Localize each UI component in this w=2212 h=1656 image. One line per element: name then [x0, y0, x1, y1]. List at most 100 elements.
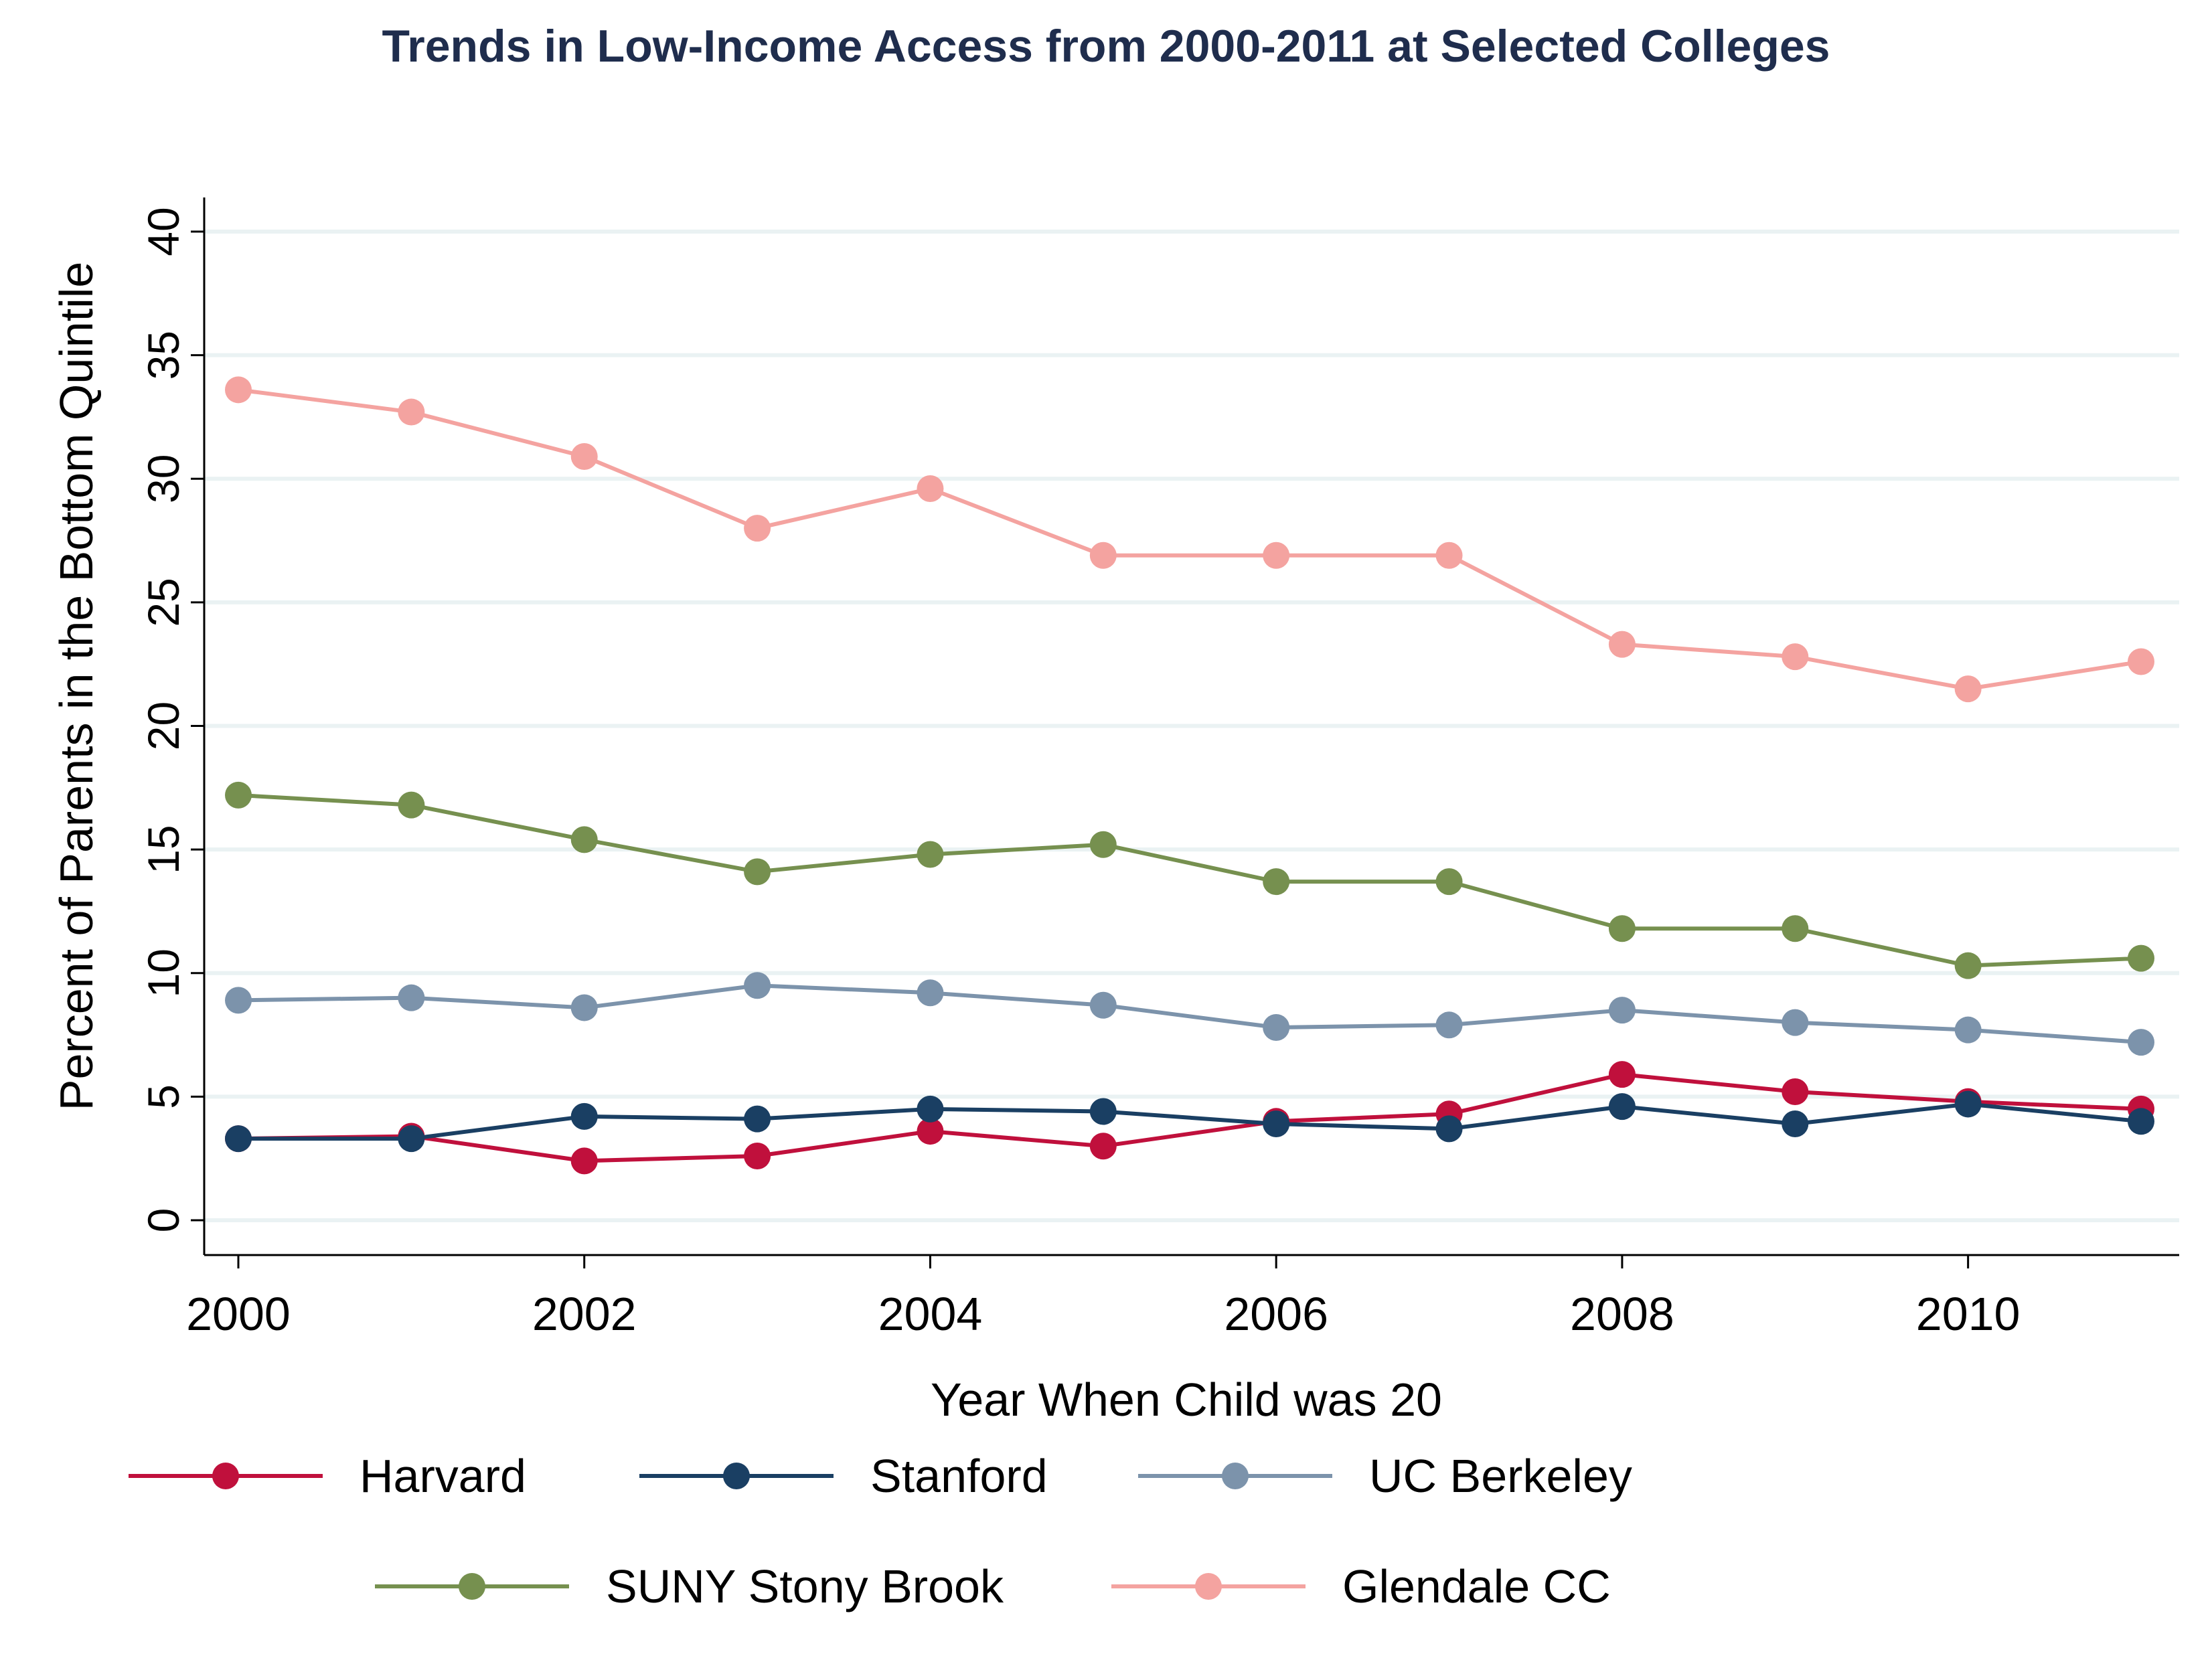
- series-line: [238, 1072, 2142, 1163]
- data-point: [917, 979, 944, 1007]
- x-tick-label: 2000: [186, 1288, 291, 1340]
- data-point: [1954, 1090, 1982, 1118]
- legend-item: SUNY Stony Brook: [375, 1560, 1004, 1612]
- data-point: [744, 515, 771, 542]
- data-point: [2128, 944, 2154, 972]
- x-tick-label: 2008: [1570, 1288, 1674, 1340]
- data-point: [570, 1102, 598, 1130]
- series-2: [225, 972, 2154, 1056]
- data-point: [744, 972, 771, 999]
- chart-title: Trends in Low-Income Access from 2000-20…: [382, 21, 1830, 72]
- data-point: [225, 781, 252, 809]
- y-tick-label: 20: [139, 701, 188, 750]
- series-line: [238, 983, 2142, 1045]
- legend-swatch-marker: [212, 1463, 239, 1489]
- series-4: [225, 376, 2154, 703]
- data-point: [1435, 868, 1463, 896]
- data-point: [1608, 997, 1636, 1024]
- data-point: [398, 791, 425, 819]
- data-point: [1089, 831, 1117, 858]
- data-point: [1435, 1115, 1463, 1143]
- legend-item: Harvard: [129, 1450, 526, 1502]
- x-tick-label: 2006: [1224, 1288, 1328, 1340]
- data-point: [1782, 1009, 1809, 1036]
- legend-item: UC Berkeley: [1138, 1450, 1632, 1502]
- legend-label: SUNY Stony Brook: [606, 1560, 1004, 1612]
- data-point: [398, 1125, 425, 1153]
- gridlines: [204, 230, 2179, 1222]
- data-point: [1089, 1133, 1117, 1160]
- data-point: [1608, 631, 1636, 658]
- y-tick-label: 15: [139, 825, 188, 874]
- data-point: [1089, 1098, 1117, 1125]
- legend-item: Stanford: [639, 1450, 1048, 1502]
- data-point: [398, 398, 425, 426]
- data-point: [570, 443, 598, 471]
- data-point: [1263, 542, 1290, 569]
- data-point: [1263, 1110, 1290, 1137]
- data-point: [1782, 643, 1809, 671]
- data-point: [917, 1118, 944, 1145]
- y-tick-label: 5: [139, 1084, 188, 1109]
- y-tick-label: 10: [139, 948, 188, 997]
- legend-swatch-marker: [723, 1463, 750, 1489]
- data-point: [1608, 1093, 1636, 1121]
- data-point: [225, 1125, 252, 1153]
- x-tick-label: 2002: [532, 1288, 637, 1340]
- legend-label: Glendale CC: [1342, 1560, 1611, 1612]
- data-point: [2128, 648, 2154, 675]
- y-tick-label: 35: [139, 331, 188, 380]
- data-point: [225, 376, 252, 404]
- x-axis-label: Year When Child was 20: [931, 1374, 1442, 1426]
- data-point: [917, 1095, 944, 1123]
- data-point: [1435, 1011, 1463, 1039]
- data-point: [1608, 915, 1636, 942]
- data-point: [1782, 1110, 1809, 1137]
- data-point: [1089, 991, 1117, 1019]
- data-point: [570, 994, 598, 1021]
- series-3: [225, 781, 2154, 979]
- data-point: [398, 984, 425, 1011]
- x-tick-label: 2004: [878, 1288, 983, 1340]
- y-tick-label: 30: [139, 454, 188, 503]
- legend-swatch-marker: [1222, 1463, 1249, 1489]
- data-point: [1954, 1016, 1982, 1044]
- legend-label: UC Berkeley: [1369, 1450, 1632, 1502]
- data-point: [225, 987, 252, 1014]
- data-point: [2128, 1108, 2154, 1135]
- data-point: [1782, 1078, 1809, 1105]
- data-point: [917, 475, 944, 503]
- data-point: [744, 1105, 771, 1133]
- series-1: [225, 1090, 2154, 1153]
- data-point: [917, 841, 944, 868]
- legend-item: Glendale CC: [1111, 1560, 1611, 1612]
- y-tick-label: 0: [139, 1208, 188, 1233]
- data-point: [744, 858, 771, 886]
- legend-swatch-marker: [1195, 1573, 1222, 1600]
- series-line: [238, 793, 2142, 968]
- data-point: [1954, 675, 1982, 703]
- data-point: [1263, 868, 1290, 896]
- y-axis-label: Percent of Parents in the Bottom Quintil…: [50, 262, 102, 1110]
- data-point: [1263, 1013, 1290, 1041]
- data-point: [1089, 542, 1117, 569]
- series-group: [225, 376, 2154, 1175]
- legend-label: Stanford: [870, 1450, 1048, 1502]
- y-tick-label: 40: [139, 207, 188, 256]
- data-point: [570, 1147, 598, 1175]
- series-line: [238, 388, 2142, 691]
- y-tick-label: 25: [139, 578, 188, 627]
- series-line: [238, 1102, 2142, 1141]
- data-point: [1435, 542, 1463, 569]
- legend-swatch-marker: [459, 1573, 485, 1600]
- axes: 0 5 10 15 20 25 30 35 40 2000 2002 2004 2006 2008 2010: [139, 197, 2179, 1340]
- legend-label: Harvard: [360, 1450, 526, 1502]
- data-point: [744, 1142, 771, 1169]
- data-point: [2128, 1029, 2154, 1056]
- data-point: [570, 826, 598, 853]
- data-point: [1608, 1061, 1636, 1088]
- legend: Harvard Stanford UC Berkeley SUNY Stony Bro…: [129, 1450, 1632, 1612]
- data-point: [1954, 952, 1982, 979]
- data-point: [1782, 915, 1809, 942]
